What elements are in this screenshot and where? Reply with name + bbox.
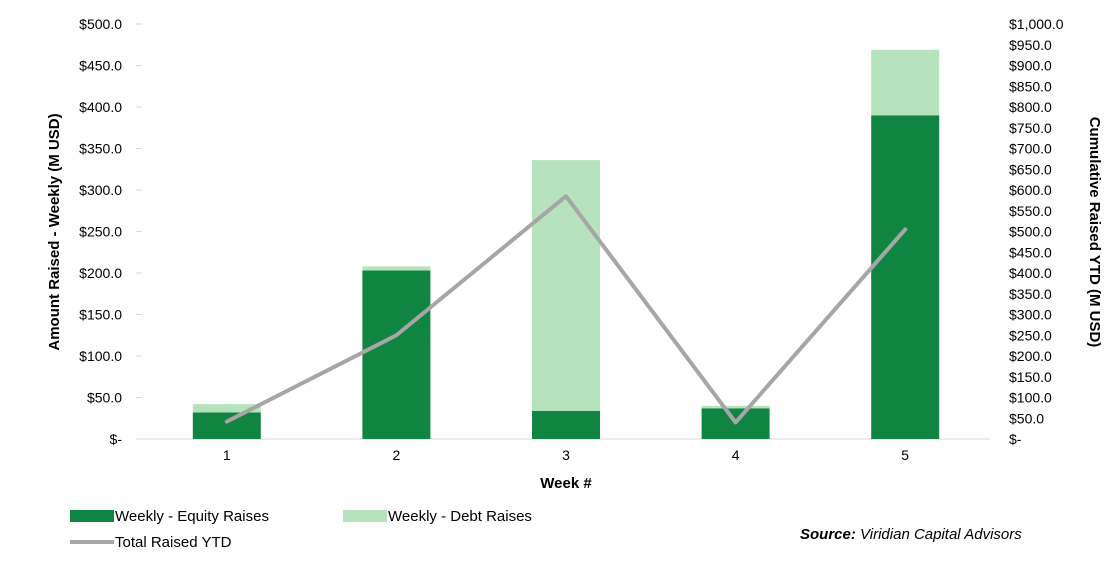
- y2-tick-label: $300.0: [1009, 307, 1052, 323]
- y-tick-label: $200.0: [79, 265, 122, 281]
- y2-axis-title: Cumulative Raised YTD (M USD): [1086, 117, 1103, 348]
- y2-tick-label: $-: [1009, 431, 1022, 447]
- y2-tick-label: $850.0: [1009, 78, 1052, 94]
- y-tick-label: $100.0: [79, 348, 122, 364]
- series-line-total-raised-ytd: [224, 194, 908, 425]
- y-axis-title: Amount Raised - Weekly (M USD): [46, 113, 63, 350]
- y-tick-label: $300.0: [79, 182, 122, 198]
- y2-tick-label: $250.0: [1009, 327, 1052, 343]
- y2-axis-ticks: $- $50.0 $100.0 $150.0 $200.0 $250.0 $300.0 $35…: [1009, 16, 1064, 447]
- legend: Weekly - Equity Raises Weekly - Debt Rais…: [70, 508, 532, 551]
- x-tick-label: 1: [223, 447, 231, 463]
- x-axis-ticks: 1 2 3 4 5: [223, 447, 909, 463]
- y2-tick-label: $1,000.0: [1009, 16, 1064, 32]
- y2-tick-label: $150.0: [1009, 369, 1052, 385]
- bar-weekly-debt-raises-week-5: [871, 49, 940, 116]
- bar-weekly-equity-raises-week-1: [192, 412, 261, 439]
- y2-tick-label: $100.0: [1009, 390, 1052, 406]
- y-tick-label: $500.0: [79, 16, 122, 32]
- y-tick-label: $250.0: [79, 224, 122, 240]
- y-tick-label: $450.0: [79, 58, 122, 74]
- bar-weekly-equity-raises-week-3: [532, 410, 600, 439]
- y-tick-label: $350.0: [79, 141, 122, 157]
- y2-tick-label: $450.0: [1009, 244, 1052, 260]
- bar-weekly-debt-raises-week-4: [701, 405, 770, 409]
- y2-tick-label: $500.0: [1009, 224, 1052, 240]
- legend-swatch-weekly-debt-raises: [343, 510, 387, 522]
- legend-label-weekly-debt-raises: Weekly - Debt Raises: [388, 508, 532, 525]
- y-tick-label: $400.0: [79, 99, 122, 115]
- y-axis-ticks: $- $50.0 $100.0 $150.0 $200.0 $250.0 $300.0 $35…: [79, 16, 142, 447]
- bar-weekly-equity-raises-week-5: [871, 115, 940, 440]
- y2-tick-label: $550.0: [1009, 203, 1052, 219]
- y2-tick-label: $200.0: [1009, 348, 1052, 364]
- y2-tick-label: $750.0: [1009, 120, 1052, 136]
- source-note: Source: Viridian Capital Advisors: [800, 526, 1022, 543]
- x-axis-title: Week #: [540, 475, 592, 492]
- y2-tick-label: $400.0: [1009, 265, 1052, 281]
- y2-tick-label: $900.0: [1009, 58, 1052, 74]
- x-tick-label: 5: [901, 447, 909, 463]
- x-tick-label: 2: [393, 447, 401, 463]
- y2-tick-label: $350.0: [1009, 286, 1052, 302]
- legend-swatch-weekly-equity-raises: [70, 510, 114, 522]
- y-tick-label: $-: [110, 431, 123, 447]
- y2-tick-label: $650.0: [1009, 161, 1052, 177]
- x-tick-label: 3: [562, 447, 570, 463]
- y2-tick-label: $600.0: [1009, 182, 1052, 198]
- bar-weekly-debt-raises-week-3: [532, 160, 600, 411]
- legend-label-weekly-equity-raises: Weekly - Equity Raises: [115, 508, 269, 525]
- x-tick-label: 4: [732, 447, 740, 463]
- source-text: Viridian Capital Advisors: [860, 526, 1022, 543]
- y-tick-label: $150.0: [79, 307, 122, 323]
- bars: [192, 49, 940, 440]
- bar-weekly-debt-raises-week-2: [362, 266, 431, 271]
- y2-tick-label: $50.0: [1009, 410, 1044, 426]
- y-tick-label: $50.0: [87, 390, 122, 406]
- y2-tick-label: $800.0: [1009, 99, 1052, 115]
- legend-label-total-raised-ytd: Total Raised YTD: [115, 534, 232, 551]
- bar-weekly-equity-raises-week-2: [362, 270, 431, 439]
- bar-weekly-debt-raises-week-1: [192, 404, 261, 413]
- source-label: Source:: [800, 526, 856, 543]
- y2-tick-label: $700.0: [1009, 141, 1052, 157]
- y2-tick-label: $950.0: [1009, 37, 1052, 53]
